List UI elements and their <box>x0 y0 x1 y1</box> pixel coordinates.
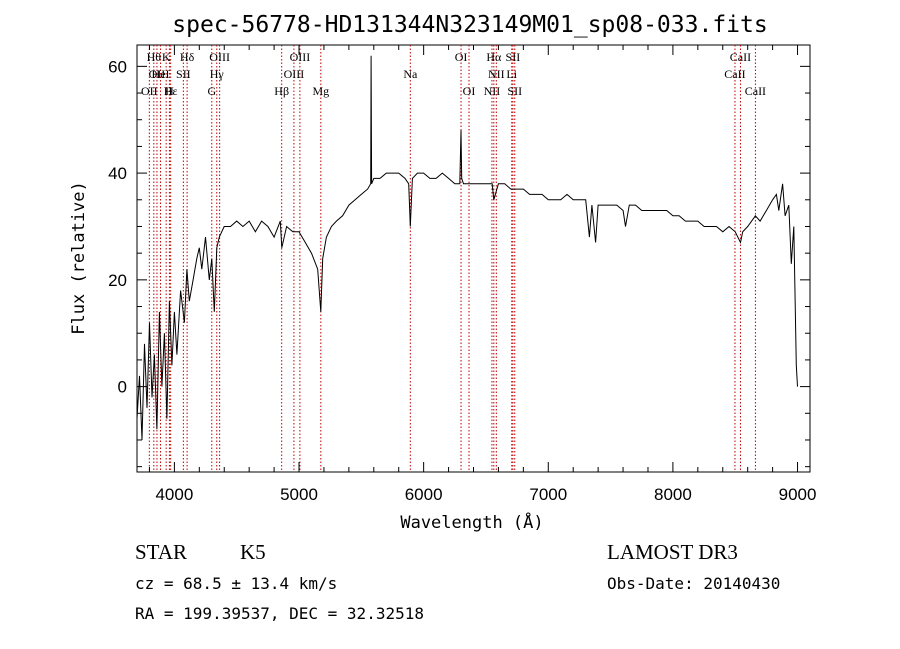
line-marker-label-19: NII <box>484 84 501 98</box>
x-tick-label-0: 4000 <box>155 485 193 504</box>
line-marker-label-24: SII <box>507 84 522 98</box>
line-marker-label-4: Hε <box>164 84 178 98</box>
line-marker-label-20: Hα <box>486 50 502 64</box>
line-marker-label-21: NII <box>488 67 505 81</box>
line-marker-label-26: CaII <box>730 50 751 64</box>
line-marker-label-1: OII <box>149 67 166 81</box>
redshift-velocity: cz = 68.5 ± 13.4 km/s <box>135 574 337 593</box>
x-axis-label: Wavelength (Å) <box>400 511 543 533</box>
y-tick-label-0: 0 <box>118 378 127 397</box>
line-marker-label-9: G <box>207 84 216 98</box>
line-marker-label-7: SII <box>176 67 191 81</box>
line-marker-label-16: Na <box>403 67 418 81</box>
sky-coordinates: RA = 199.39537, DEC = 32.32518 <box>135 604 424 623</box>
x-tick-label-1: 5000 <box>280 485 318 504</box>
x-tick-label-4: 8000 <box>654 485 692 504</box>
spectrum-series-line <box>136 55 798 441</box>
line-marker-label-22: Li <box>506 67 517 81</box>
line-marker-label-6: H <box>165 84 174 98</box>
line-marker-label-14: OIII <box>290 50 311 64</box>
x-tick-label-3: 7000 <box>529 485 567 504</box>
x-tick-label-5: 9000 <box>779 485 817 504</box>
y-axis-label: Flux (relative) <box>69 181 89 335</box>
line-marker-label-10: Hγ <box>210 67 225 81</box>
line-marker-label-17: OI <box>455 50 468 64</box>
line-marker-label-25: CaII <box>724 67 745 81</box>
line-marker-label-5: OII <box>141 84 158 98</box>
observation-date: Obs-Date: 20140430 <box>607 574 780 593</box>
spectral-line-markers <box>148 45 756 472</box>
line-marker-label-8: Hδ <box>180 50 195 64</box>
object-subclass: K5 <box>240 540 266 564</box>
y-tick-label-1: 20 <box>108 271 127 290</box>
y-tick-label-3: 60 <box>108 57 127 76</box>
line-marker-label-11: OIII <box>209 50 230 64</box>
line-marker-label-2: HeI <box>152 67 170 81</box>
line-marker-label-18: OI <box>463 84 476 98</box>
y-tick-label-2: 40 <box>108 164 127 183</box>
x-tick-label-2: 6000 <box>405 485 443 504</box>
line-marker-label-15: Mg <box>312 84 329 98</box>
plot-frame <box>136 44 811 473</box>
x-axis-ticks: 4000 5000 6000 7000 8000 9000 <box>148 45 817 504</box>
line-marker-label-0: Hθ <box>147 50 162 64</box>
line-marker-label-12: Hβ <box>274 84 289 98</box>
line-marker-label-3: K <box>162 50 171 64</box>
chart-title: spec-56778-HD131344N323149M01_sp08-033.f… <box>172 12 767 38</box>
line-marker-label-23: SII <box>506 50 521 64</box>
survey-name: LAMOST DR3 <box>607 540 738 564</box>
line-marker-label-27: CaII <box>745 84 766 98</box>
line-marker-label-13: OIII <box>284 67 305 81</box>
y-axis-ticks: 0 20 40 60 <box>108 57 810 468</box>
object-class: STAR <box>135 540 187 564</box>
